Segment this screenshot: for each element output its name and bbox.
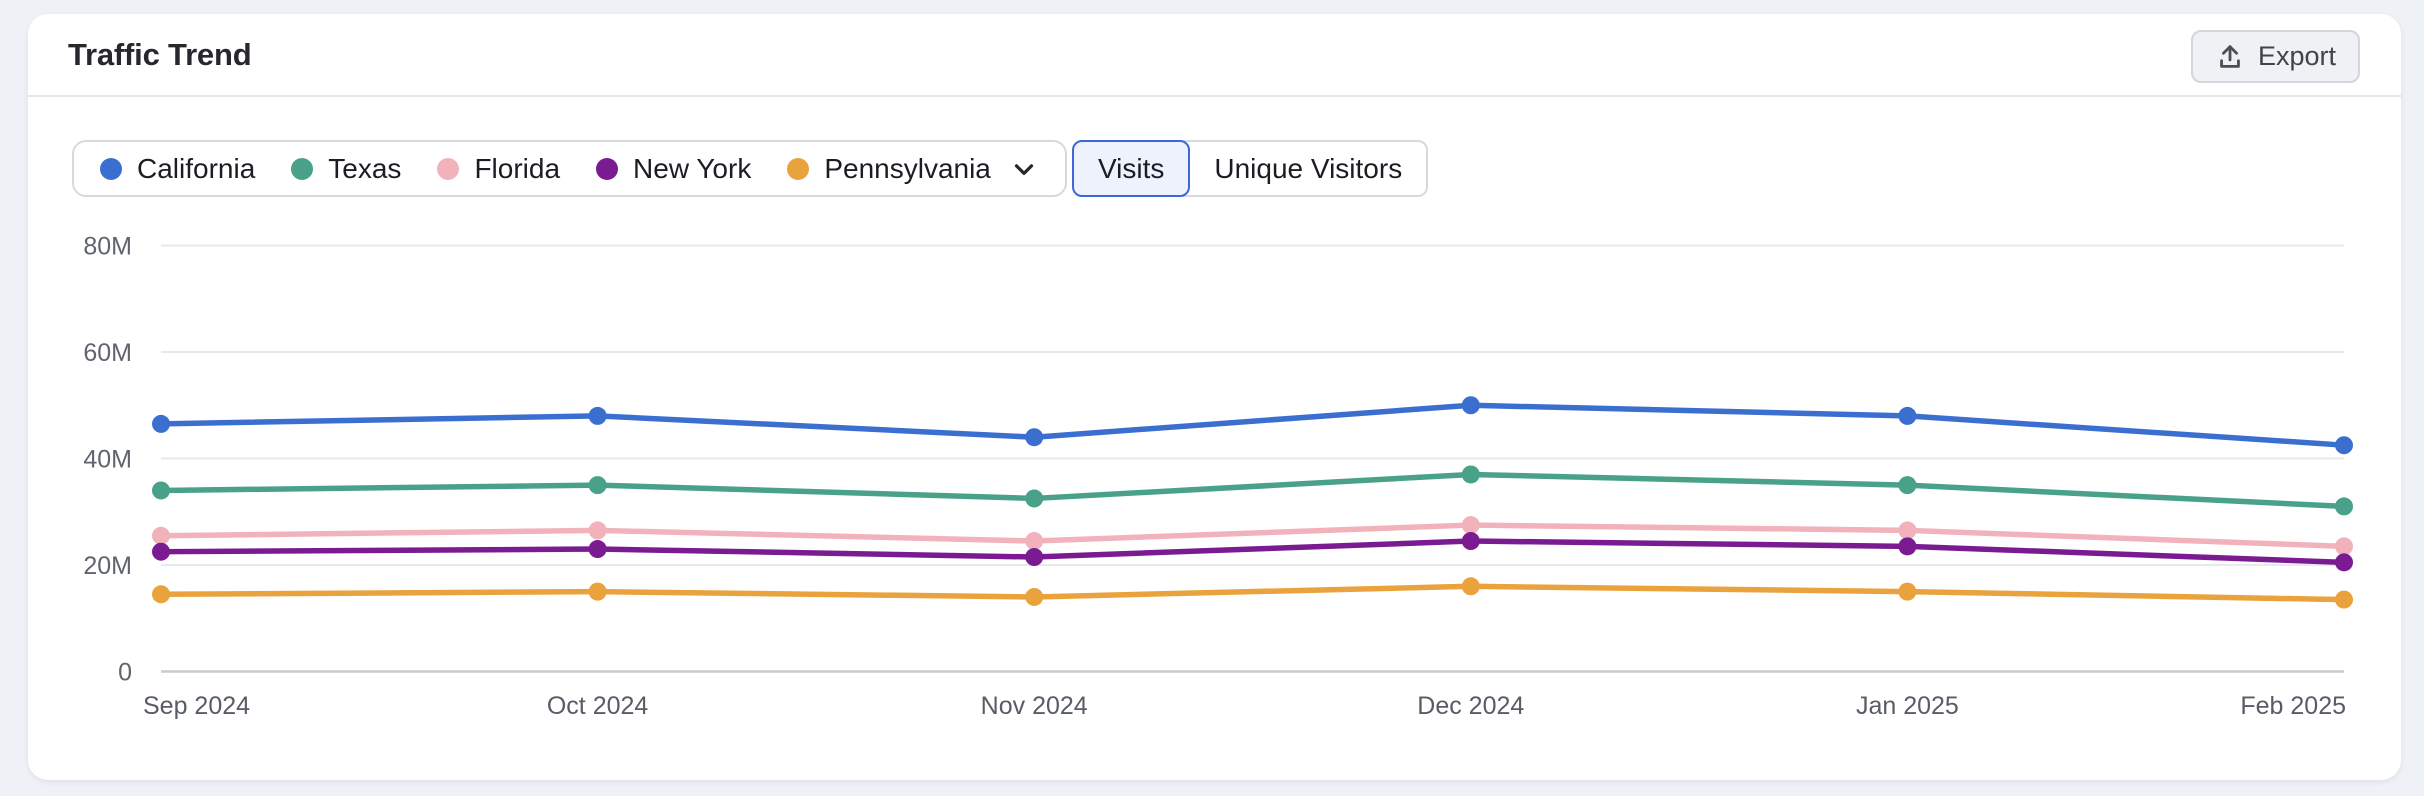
x-axis-tick-label: Feb 2025 — [2240, 692, 2346, 720]
x-axis-tick-label: Oct 2024 — [547, 692, 649, 720]
data-point-texas-3[interactable] — [1461, 465, 1480, 484]
data-point-florida-0[interactable] — [152, 526, 170, 545]
y-axis-tick-label: 80M — [83, 233, 132, 261]
series-line-new-york — [158, 538, 2347, 566]
series-line-florida — [158, 522, 2347, 550]
legend-item-florida[interactable]: Florida — [437, 153, 560, 185]
y-axis-tick-label: 60M — [83, 339, 132, 367]
legend-item-texas[interactable]: Texas — [291, 153, 401, 185]
page-title: Traffic Trend — [68, 36, 252, 72]
legend-item-california[interactable]: California — [100, 153, 255, 185]
data-point-california-3[interactable] — [1461, 396, 1480, 415]
data-point-california-0[interactable] — [152, 414, 170, 433]
data-point-pennsylvania-2[interactable] — [1025, 587, 1044, 606]
data-point-texas-2[interactable] — [1025, 489, 1044, 508]
data-point-california-4[interactable] — [1898, 406, 1917, 425]
data-point-pennsylvania-0[interactable] — [152, 585, 170, 604]
data-point-new-york-0[interactable] — [152, 542, 170, 561]
data-point-california-5[interactable] — [2335, 436, 2353, 455]
data-point-pennsylvania-3[interactable] — [1461, 577, 1480, 596]
legend-dot-icon — [787, 157, 810, 180]
data-point-pennsylvania-5[interactable] — [2335, 590, 2353, 609]
data-point-pennsylvania-1[interactable] — [588, 582, 607, 601]
series-line-texas — [158, 471, 2347, 510]
metric-toggle: Visits Unique Visitors — [1072, 140, 1429, 197]
legend-item-pennsylvania[interactable]: Pennsylvania — [787, 153, 991, 185]
data-point-new-york-3[interactable] — [1461, 532, 1480, 551]
chart-legend: California Texas Florida New York Pennsylvan… — [72, 140, 1067, 197]
toggle-option-visits[interactable]: Visits — [1072, 140, 1191, 197]
data-point-pennsylvania-4[interactable] — [1898, 582, 1917, 601]
series-line-pennsylvania — [158, 583, 2347, 603]
data-point-new-york-4[interactable] — [1898, 537, 1917, 556]
legend-item-label: New York — [633, 152, 752, 184]
toggle-unique-visitors-label: Unique Visitors — [1214, 152, 1403, 184]
card-header: Traffic Trend Export — [28, 14, 2401, 97]
data-point-texas-0[interactable] — [152, 481, 170, 500]
data-point-new-york-5[interactable] — [2335, 553, 2353, 572]
legend-dropdown-toggle[interactable] — [1009, 154, 1039, 184]
toggle-option-unique-visitors[interactable]: Unique Visitors — [1180, 140, 1429, 197]
legend-dot-icon — [100, 157, 122, 180]
y-axis-tick-label: 40M — [83, 446, 132, 474]
export-button-label: Export — [2257, 41, 2336, 71]
export-button[interactable]: Export — [2190, 30, 2360, 83]
traffic-trend-card: Traffic Trend Export California Texas Flor… — [28, 14, 2401, 780]
traffic-trend-chart: 0 20M 40M 60M 80M Sep 2024 Oct 2024 Nov 2024 Dec… — [83, 233, 2353, 720]
y-axis-tick-label: 0 — [118, 659, 132, 687]
data-point-florida-2[interactable] — [1025, 532, 1044, 551]
data-point-florida-4[interactable] — [1898, 521, 1917, 540]
y-axis-tick-label: 20M — [83, 552, 132, 580]
legend-items: California Texas Florida New York Pennsylvan… — [100, 153, 991, 185]
data-point-new-york-2[interactable] — [1025, 548, 1044, 567]
toggle-visits-label: Visits — [1098, 152, 1165, 184]
data-point-new-york-1[interactable] — [588, 540, 607, 559]
series-line-california — [158, 402, 2347, 448]
legend-item-label: California — [137, 152, 256, 184]
data-point-california-2[interactable] — [1025, 428, 1044, 447]
chevron-down-icon — [1009, 154, 1039, 184]
data-point-texas-1[interactable] — [588, 476, 607, 495]
legend-dot-icon — [437, 157, 460, 180]
legend-dot-icon — [596, 157, 619, 180]
data-point-texas-4[interactable] — [1898, 476, 1917, 495]
x-axis-tick-label: Jan 2025 — [1856, 692, 1959, 720]
x-axis-tick-label: Sep 2024 — [143, 692, 250, 720]
x-axis-tick-label: Dec 2024 — [1417, 692, 1524, 720]
legend-item-label: Pennsylvania — [824, 152, 991, 184]
data-point-florida-1[interactable] — [588, 521, 607, 540]
legend-item-label: Texas — [328, 152, 402, 184]
data-point-florida-3[interactable] — [1461, 516, 1480, 535]
export-upload-icon — [2215, 42, 2245, 72]
legend-item-label: Florida — [474, 152, 561, 184]
data-point-florida-5[interactable] — [2335, 537, 2353, 556]
data-point-california-1[interactable] — [588, 406, 607, 425]
x-axis-tick-label: Nov 2024 — [981, 692, 1088, 720]
legend-dot-icon — [291, 157, 314, 180]
legend-item-new-york[interactable]: New York — [596, 153, 751, 185]
data-point-texas-5[interactable] — [2335, 497, 2353, 516]
